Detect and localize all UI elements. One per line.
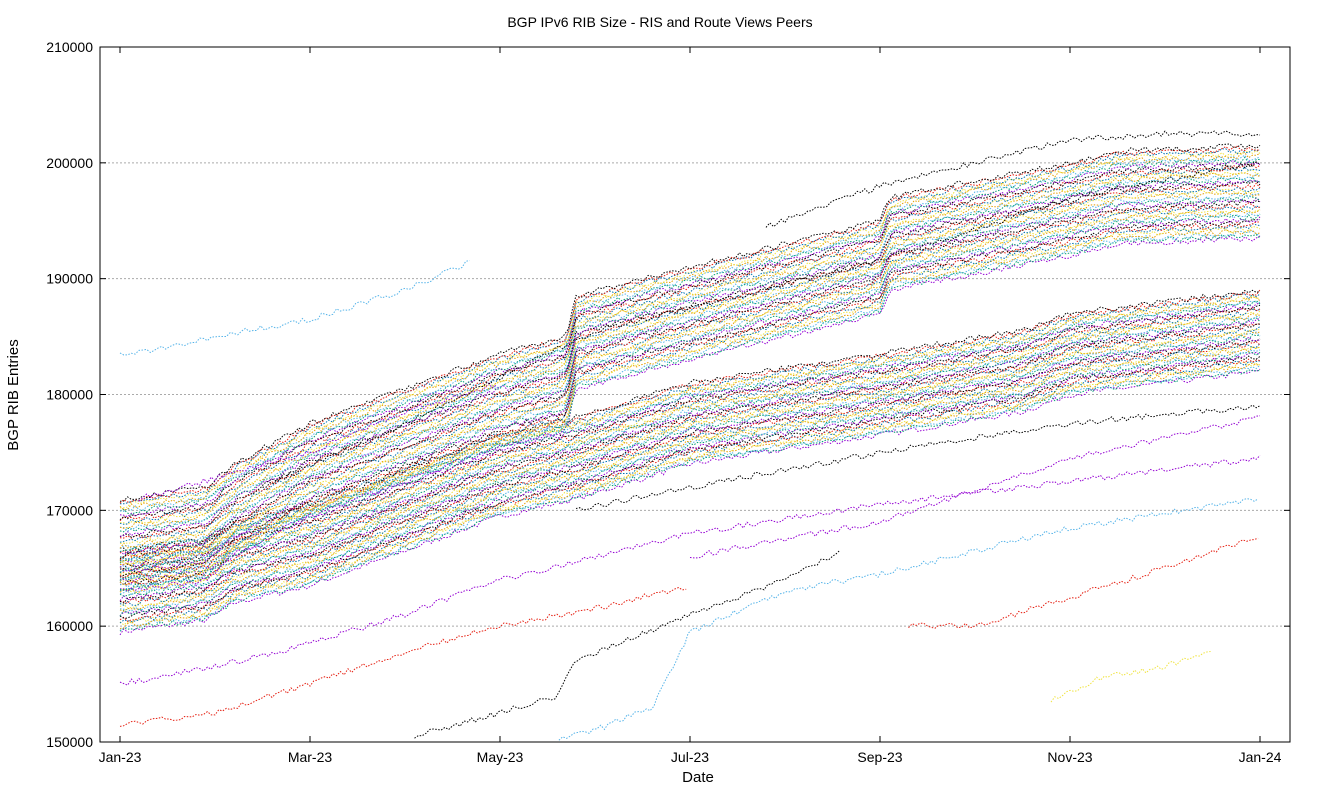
x-axis-label: Date	[682, 769, 714, 786]
band-series-line	[119, 182, 1261, 539]
band-series-line	[119, 233, 1261, 591]
band-series-line	[119, 173, 1261, 532]
band-series-line	[119, 230, 1261, 588]
x-tick-label: Jan-24	[1239, 749, 1282, 765]
band-series-line	[119, 323, 1261, 586]
band-series-line	[119, 362, 1261, 629]
band-series-line	[119, 355, 1261, 619]
band-series-line	[120, 148, 1261, 505]
x-tick-label: Jul-23	[671, 749, 709, 765]
y-axis-label: BGP RIB Entries	[5, 339, 22, 450]
y-tick-label: 160000	[46, 618, 93, 634]
series-line	[262, 161, 1259, 488]
band-series-line	[119, 207, 1261, 565]
series-line	[575, 404, 1261, 511]
y-tick-label: 150000	[46, 734, 93, 750]
series-line	[908, 537, 1259, 629]
y-tick-label: 190000	[46, 271, 93, 287]
band-series-line	[119, 161, 1261, 521]
band-series-line	[119, 329, 1261, 593]
band-series-line	[119, 312, 1261, 578]
band-series-line	[119, 338, 1261, 604]
band-series-line	[119, 343, 1261, 606]
band-series-line	[119, 152, 1261, 511]
band-series-line	[119, 197, 1261, 555]
band-series-line	[119, 149, 1261, 509]
x-tick-label: Sep-23	[857, 749, 902, 765]
band-series-line	[119, 205, 1261, 562]
band-series-line	[119, 358, 1261, 622]
plot-marks	[119, 130, 1261, 741]
band-series-line	[119, 317, 1261, 582]
band-series-line	[119, 315, 1261, 581]
band-series-line	[119, 328, 1261, 593]
series-line	[689, 415, 1261, 559]
band-series-line	[119, 190, 1261, 549]
band-series-line	[119, 326, 1261, 592]
band-series-line	[119, 172, 1261, 529]
band-series-line	[119, 308, 1261, 574]
band-series-line	[119, 192, 1261, 550]
y-tick-label: 180000	[46, 387, 93, 403]
band-series-line	[119, 299, 1261, 564]
band-series-line	[119, 296, 1261, 563]
x-tick-label: May-23	[477, 749, 524, 765]
band-series-line	[119, 188, 1261, 545]
band-series-line	[119, 199, 1261, 560]
band-series-line	[119, 156, 1261, 515]
band-series-line	[119, 336, 1261, 602]
chart-title: BGP IPv6 RIB Size - RIS and Route Views …	[507, 14, 812, 30]
x-tick-label: Nov-23	[1047, 749, 1092, 765]
band-series-line	[119, 310, 1261, 576]
band-series-line	[119, 154, 1261, 512]
series-line	[414, 549, 841, 739]
band-series-line	[119, 143, 1261, 502]
y-tick-label: 170000	[46, 502, 93, 518]
band-series-line	[119, 221, 1261, 579]
band-series-line	[119, 306, 1261, 571]
series-line	[558, 498, 1259, 741]
band-series-line	[119, 302, 1261, 568]
band-series-line	[119, 349, 1261, 612]
band-series-line	[119, 351, 1261, 617]
band-series-line	[119, 225, 1261, 582]
band-series-line	[119, 361, 1261, 626]
band-series-line	[119, 360, 1261, 624]
band-series-line	[119, 364, 1261, 631]
band-series-line	[119, 345, 1261, 612]
series-line	[138, 382, 497, 502]
axis-ticks: 150000 160000 170000 180000 190000 200000 2100…	[46, 39, 1290, 765]
band-series-line	[120, 289, 1261, 553]
band-series-line	[119, 159, 1261, 518]
band-series-line	[119, 346, 1261, 609]
band-series-line	[119, 223, 1261, 581]
band-series-line	[119, 176, 1261, 533]
band-series-line	[119, 289, 1261, 555]
series-line	[1050, 651, 1211, 703]
series-line	[119, 455, 1261, 686]
y-tick-label: 210000	[46, 39, 93, 55]
band-series-line	[119, 179, 1261, 537]
band-series-line	[119, 211, 1261, 569]
band-series-line	[119, 169, 1261, 526]
band-series-line	[119, 216, 1261, 573]
series-line	[119, 260, 470, 356]
band-series-line	[119, 341, 1261, 604]
band-series-line	[119, 368, 1261, 636]
band-series-line	[119, 219, 1261, 578]
band-series-line	[119, 229, 1261, 586]
band-series-line	[119, 209, 1261, 567]
series-line	[119, 586, 687, 727]
band-series-line	[119, 186, 1261, 543]
band-series-line	[119, 323, 1261, 586]
x-tick-label: Jan-23	[99, 749, 142, 765]
y-tick-label: 200000	[46, 155, 93, 171]
band-series-line	[119, 145, 1261, 504]
x-tick-label: Mar-23	[288, 749, 333, 765]
